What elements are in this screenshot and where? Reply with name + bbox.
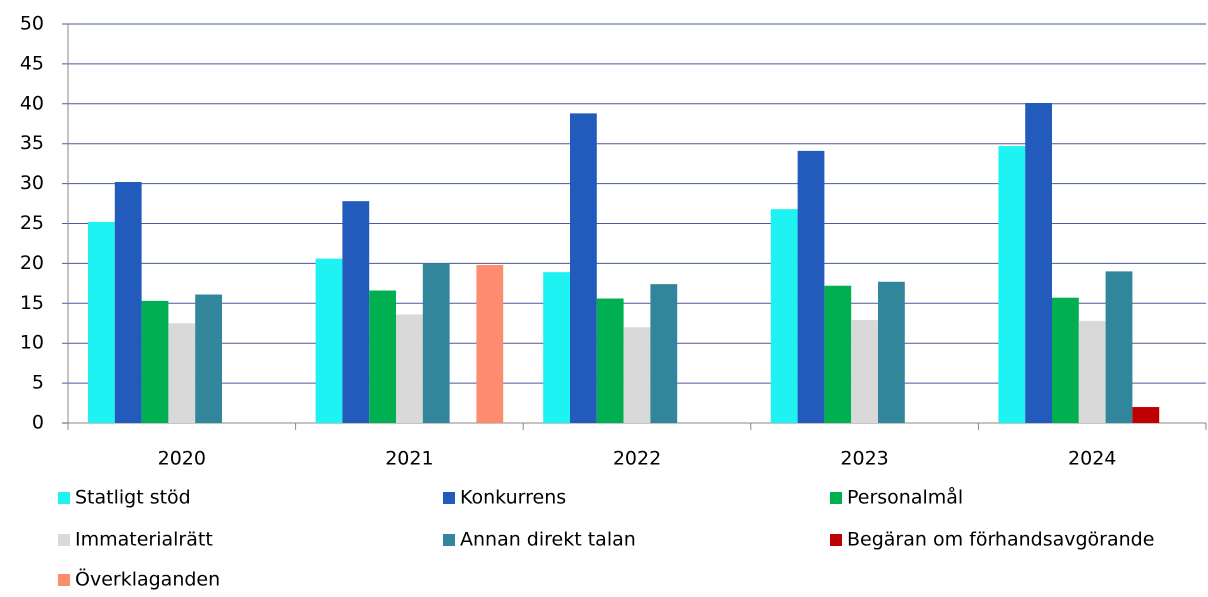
legend-label: Immaterialrätt <box>75 529 213 551</box>
legend-swatch <box>443 534 455 546</box>
bar <box>88 221 115 423</box>
bar <box>396 314 423 423</box>
legend-swatch <box>830 534 842 546</box>
bar <box>797 150 825 423</box>
y-tick-label: 50 <box>20 13 44 35</box>
legend-swatch <box>58 534 70 546</box>
bar <box>596 298 624 423</box>
bar <box>824 285 852 423</box>
legend-label: Konkurrens <box>460 487 566 509</box>
bar <box>650 284 678 423</box>
bar <box>570 113 597 423</box>
legend-label: Statligt stöd <box>75 487 191 509</box>
y-tick-label: 5 <box>32 372 44 394</box>
x-tick-label: 2021 <box>385 448 433 470</box>
bar <box>1078 320 1106 423</box>
y-tick-label: 45 <box>20 52 44 74</box>
legend-swatch <box>443 492 455 504</box>
bar <box>543 272 570 423</box>
y-tick-label: 20 <box>20 252 44 274</box>
legend-label: Begäran om förhandsavgörande <box>847 529 1154 551</box>
legend-swatch <box>830 492 842 504</box>
legend-label: Annan direkt talan <box>460 529 636 551</box>
y-tick-label: 15 <box>20 292 44 314</box>
y-tick-label: 25 <box>20 212 44 234</box>
bar <box>342 201 370 423</box>
legend-swatch <box>58 492 70 504</box>
y-tick-label: 0 <box>32 412 44 434</box>
y-tick-label: 40 <box>20 92 44 114</box>
bar <box>998 146 1026 423</box>
bar <box>1132 407 1160 423</box>
y-tick-label: 10 <box>20 332 44 354</box>
bar <box>1025 103 1052 423</box>
bar <box>168 323 196 423</box>
legend-label: Personalmål <box>847 486 963 509</box>
legend-swatch <box>58 574 70 586</box>
x-tick-label: 2020 <box>158 448 206 470</box>
bar <box>195 294 222 423</box>
bar <box>1052 297 1079 423</box>
bar <box>878 281 905 423</box>
y-tick-label: 30 <box>20 172 44 194</box>
x-tick-label: 2022 <box>613 448 661 470</box>
bar <box>369 290 396 423</box>
bar <box>623 327 651 423</box>
bar <box>476 264 504 423</box>
bar <box>851 320 878 423</box>
bar <box>315 258 343 423</box>
y-tick-label: 35 <box>20 132 44 154</box>
x-tick-label: 2023 <box>840 448 888 470</box>
bar <box>422 263 450 423</box>
bar <box>114 182 142 423</box>
x-tick-label: 2024 <box>1068 448 1116 470</box>
bar <box>1105 271 1133 423</box>
legend-label: Överklaganden <box>75 568 220 591</box>
bar <box>141 300 169 423</box>
bar <box>770 209 798 423</box>
